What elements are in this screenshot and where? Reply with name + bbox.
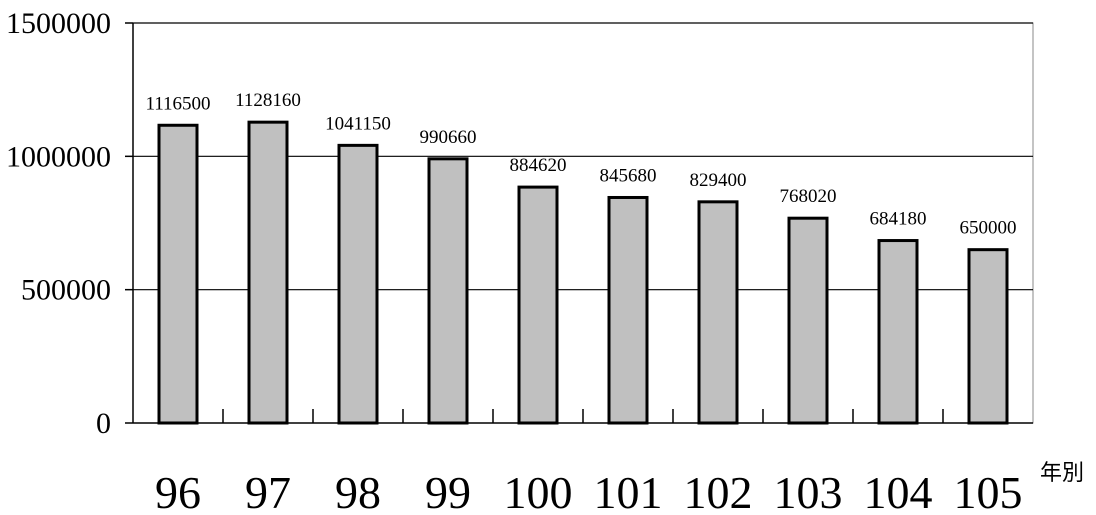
bar [157,123,199,425]
x-axis-ticks: 96 97 98 99 100 101 102 103 104 105 [155,409,1023,515]
data-label: 684180 [870,209,927,230]
bar [787,216,829,425]
bar [247,120,289,425]
x-tick-label: 101 [594,467,663,515]
y-tick-label: 500000 [21,274,111,307]
data-label: 884620 [510,155,567,176]
y-axis-ticks: 0 500000 1000000 1500000 [6,7,133,440]
y-tick-label: 0 [96,407,111,440]
bar [427,157,469,425]
x-tick-label: 104 [864,467,933,515]
y-tick-label: 1500000 [6,7,111,40]
x-tick-label: 97 [245,467,291,515]
data-label: 768020 [780,186,837,207]
bar [697,200,739,425]
data-label: 990660 [420,127,477,148]
y-tick-label: 1000000 [6,140,111,173]
x-tick-label: 96 [155,467,201,515]
bar [337,143,379,425]
x-tick-label: 100 [504,467,573,515]
x-tick-label: 103 [774,467,843,515]
x-tick-label: 105 [954,467,1023,515]
data-labels: 1116500 1128160 1041150 990660 884620 845680 8… [145,90,1016,239]
bar [877,239,919,425]
x-tick-label: 102 [684,467,753,515]
data-label: 1041150 [325,113,391,134]
bars [157,120,1009,425]
bar [967,248,1009,425]
data-label: 845680 [600,165,657,186]
x-tick-label: 99 [425,467,471,515]
bar [607,195,649,425]
x-axis-label: 年別 [1040,461,1084,486]
x-tick-label: 98 [335,467,381,515]
bar [517,185,559,425]
data-label: 1128160 [235,90,301,111]
data-label: 1116500 [145,93,210,114]
data-label: 650000 [960,218,1017,239]
data-label: 829400 [690,170,747,191]
